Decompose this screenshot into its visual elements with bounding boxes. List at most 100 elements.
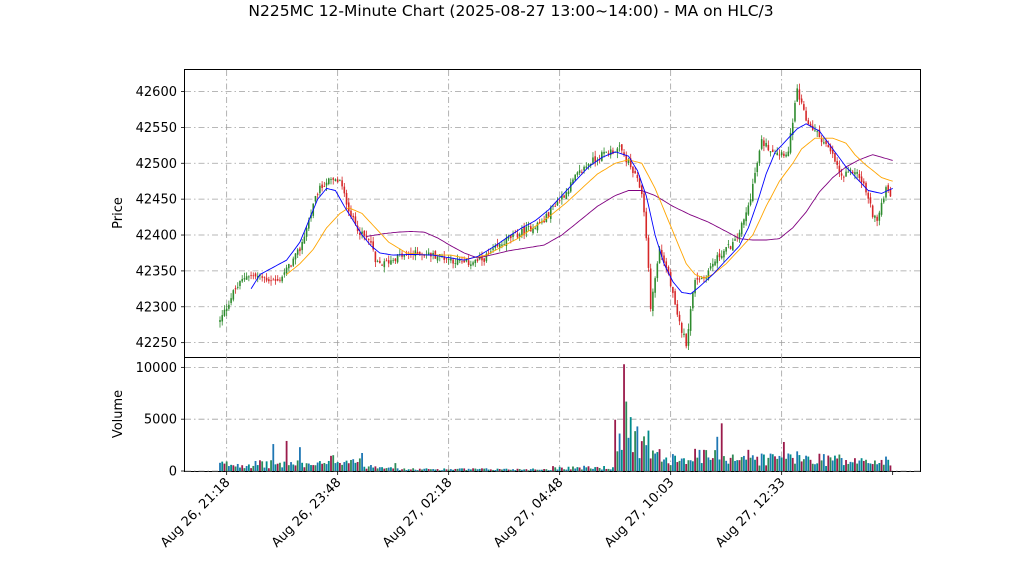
candle-body xyxy=(780,152,783,156)
candle-body xyxy=(696,277,699,280)
candle-body xyxy=(354,216,357,225)
volume-bar xyxy=(303,467,306,471)
volume-bar xyxy=(498,469,501,471)
volume-panel-frame xyxy=(184,357,921,472)
candle-body xyxy=(281,276,283,282)
candle-body xyxy=(707,270,710,280)
volume-bar xyxy=(876,464,879,471)
volume-bar xyxy=(236,463,239,471)
volume-bar xyxy=(671,454,674,471)
candle-body xyxy=(334,179,337,181)
volume-bar xyxy=(336,461,339,471)
volume-bar xyxy=(407,469,410,471)
candle-body xyxy=(740,223,743,235)
volume-tick-label: 10000 xyxy=(136,361,177,376)
volume-bar xyxy=(765,465,768,471)
volume-bar xyxy=(261,461,264,471)
candle-body xyxy=(663,255,665,263)
volume-bar xyxy=(769,453,772,471)
candle-body xyxy=(299,248,301,252)
candle-body xyxy=(347,202,350,212)
candle-body xyxy=(818,129,821,137)
volume-bar xyxy=(445,469,448,471)
candle-body xyxy=(447,259,450,260)
candle-body xyxy=(456,259,459,265)
volume-bar xyxy=(241,465,244,471)
candle-body xyxy=(854,172,856,175)
candle-body xyxy=(268,279,270,282)
candle-body xyxy=(394,258,397,262)
volume-bar xyxy=(361,452,363,471)
volume-bar xyxy=(230,464,232,471)
volume-bar xyxy=(301,462,304,471)
x-tick-label: Aug 26, 21:18 xyxy=(158,475,234,551)
volume-bar xyxy=(834,455,836,471)
volume-bar xyxy=(696,457,699,471)
volume-bar xyxy=(345,460,348,471)
volume-bar xyxy=(245,465,248,471)
candle-body xyxy=(292,258,295,266)
candle-body xyxy=(609,149,612,156)
candle-body xyxy=(720,255,723,259)
volume-bar xyxy=(620,449,623,471)
volume-y-ticks: 0 5000 10000 xyxy=(136,361,185,480)
candle-body xyxy=(336,179,339,183)
price-axis-label: Price xyxy=(111,197,126,229)
volume-bar xyxy=(381,467,383,471)
candle-body xyxy=(510,235,512,239)
candle-body xyxy=(530,226,532,232)
candle-body xyxy=(791,122,794,135)
candle-body xyxy=(350,210,352,217)
candle-body xyxy=(729,246,732,249)
volume-bar xyxy=(756,456,759,471)
candle-body xyxy=(796,88,798,102)
candle-body xyxy=(359,232,361,235)
volume-bar xyxy=(782,441,785,471)
volume-bar xyxy=(691,461,694,471)
volume-bar xyxy=(816,463,819,471)
volume-bar xyxy=(263,467,266,471)
candle-body xyxy=(809,123,812,127)
candle-body xyxy=(370,241,372,243)
candle-body xyxy=(290,265,292,267)
candle-body xyxy=(345,192,348,205)
candle-body xyxy=(543,220,545,223)
candle-body xyxy=(629,158,632,168)
volume-bar xyxy=(663,459,665,471)
volume-bar xyxy=(287,465,290,471)
candle-body xyxy=(618,145,621,147)
candle-body xyxy=(743,219,745,225)
volume-bar xyxy=(250,468,252,471)
volume-bar xyxy=(683,458,685,471)
volume-bar xyxy=(532,468,534,471)
candle-body xyxy=(252,275,255,277)
candle-body xyxy=(769,151,772,153)
candle-body xyxy=(882,198,885,203)
volume-bar xyxy=(703,449,705,471)
candle-body xyxy=(381,264,383,266)
volume-bar xyxy=(616,451,619,471)
volume-bar xyxy=(731,454,734,471)
volume-grid xyxy=(185,357,920,472)
volume-bar xyxy=(814,464,816,471)
candle-body xyxy=(423,255,426,256)
candle-body xyxy=(878,212,881,221)
volume-bars xyxy=(219,364,892,471)
volume-bar xyxy=(711,458,714,471)
candle-body xyxy=(532,228,534,234)
volume-bar xyxy=(376,468,379,471)
x-axis-ticks: Aug 26, 21:18 Aug 26, 23:48 Aug 27, 02:18 A… xyxy=(158,471,894,551)
candle-body xyxy=(863,181,865,184)
candle-body xyxy=(387,260,390,264)
candle-body xyxy=(674,291,676,305)
candle-body xyxy=(831,149,834,154)
volume-bar xyxy=(427,469,430,471)
price-tick-label: 42600 xyxy=(136,85,177,100)
volume-bar xyxy=(221,461,224,471)
volume-bar xyxy=(687,460,690,471)
candle-body xyxy=(785,154,787,157)
price-grid xyxy=(185,70,920,357)
volume-bar xyxy=(791,457,794,471)
candle-body xyxy=(361,231,363,234)
volume-bar xyxy=(525,469,528,471)
